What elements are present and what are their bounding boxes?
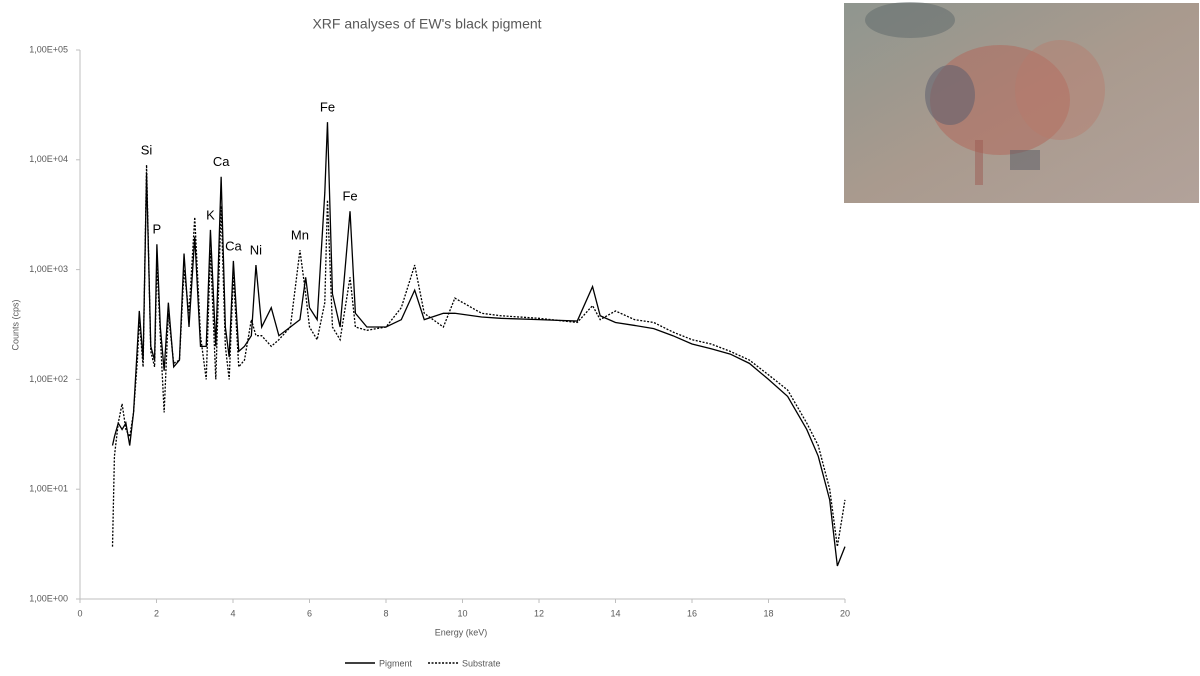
x-tick-label: 12 — [534, 608, 544, 618]
legend-label: Pigment — [379, 658, 413, 668]
series-line — [111, 164, 846, 547]
peak-annotation: Si — [141, 142, 153, 157]
y-tick-label: 1,00E+02 — [29, 374, 68, 384]
peak-annotation: Mn — [291, 228, 309, 243]
x-tick-label: 18 — [763, 608, 773, 618]
y-tick-label: 1,00E+00 — [29, 593, 68, 603]
y-axis-label: Counts (cps) — [10, 299, 20, 350]
y-tick-label: 1,00E+03 — [29, 264, 68, 274]
series-line — [111, 122, 846, 567]
peak-annotation: Fe — [320, 100, 335, 115]
y-tick-label: 1,00E+04 — [29, 154, 68, 164]
y-tick-label: 1,00E+05 — [29, 44, 68, 54]
x-tick-label: 2 — [154, 608, 159, 618]
peak-annotation: Ca — [225, 238, 242, 253]
peak-annotation: Ca — [213, 154, 230, 169]
peak-annotation: K — [206, 207, 215, 222]
legend-label: Substrate — [462, 658, 501, 668]
y-tick-label: 1,00E+01 — [29, 484, 68, 494]
x-axis-label: Energy (keV) — [435, 627, 488, 637]
peak-annotation: P — [153, 222, 162, 237]
peak-annotation: Fe — [342, 189, 357, 204]
chart-title: XRF analyses of EW's black pigment — [312, 16, 541, 32]
x-tick-label: 20 — [840, 608, 850, 618]
x-tick-label: 4 — [230, 608, 235, 618]
x-tick-label: 16 — [687, 608, 697, 618]
x-tick-label: 0 — [77, 608, 82, 618]
x-tick-label: 8 — [383, 608, 388, 618]
photo — [844, 2, 1199, 203]
x-tick-label: 6 — [307, 608, 312, 618]
x-tick-label: 14 — [610, 608, 620, 618]
x-tick-label: 10 — [457, 608, 467, 618]
peak-annotation: Ni — [250, 242, 262, 257]
